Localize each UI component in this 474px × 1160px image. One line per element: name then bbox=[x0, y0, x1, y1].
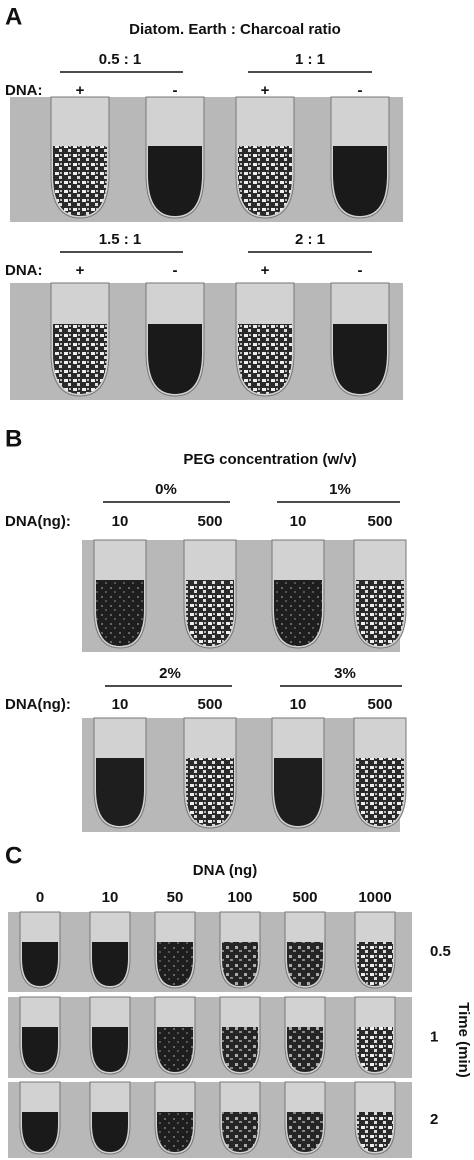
tube-contents bbox=[287, 942, 323, 986]
lane-label: - bbox=[358, 82, 363, 99]
tube-contents bbox=[356, 580, 404, 646]
lane-label: - bbox=[358, 262, 363, 279]
lane-label: 500 bbox=[197, 696, 222, 713]
row-label: DNA: bbox=[5, 262, 43, 279]
panel-label: C bbox=[5, 842, 22, 869]
time-label: 0.5 bbox=[430, 943, 451, 960]
tube-contents bbox=[186, 758, 234, 826]
tube-contents bbox=[22, 1027, 58, 1072]
panel-label: B bbox=[5, 425, 22, 452]
tube-contents bbox=[287, 1112, 323, 1152]
lane-label: + bbox=[261, 262, 270, 279]
lane-label: 10 bbox=[112, 696, 129, 713]
tube-contents bbox=[96, 580, 144, 646]
tube-contents bbox=[157, 942, 193, 986]
group-label: 0.5 : 1 bbox=[99, 51, 142, 68]
axis-label: Time (min) bbox=[455, 1002, 472, 1078]
tube-contents bbox=[357, 1027, 393, 1072]
group-label: 3% bbox=[334, 665, 356, 682]
tube-contents bbox=[92, 1112, 128, 1152]
tube-contents bbox=[287, 1027, 323, 1072]
lane-label: 500 bbox=[367, 513, 392, 530]
photo bbox=[8, 912, 412, 992]
group-label: 2% bbox=[159, 665, 181, 682]
group-label: 1 : 1 bbox=[295, 51, 325, 68]
lane-label: 10 bbox=[290, 696, 307, 713]
tube-contents bbox=[186, 580, 234, 646]
tube-contents bbox=[333, 324, 387, 394]
lane-label: 0 bbox=[36, 889, 44, 906]
lane-label: + bbox=[261, 82, 270, 99]
time-label: 2 bbox=[430, 1111, 438, 1128]
group-label: 1% bbox=[329, 481, 351, 498]
lane-label: 10 bbox=[112, 513, 129, 530]
group-label: 1.5 : 1 bbox=[99, 231, 142, 248]
lane-label: 50 bbox=[167, 889, 184, 906]
row-label: DNA: bbox=[5, 82, 43, 99]
lane-label: 500 bbox=[197, 513, 222, 530]
lane-label: + bbox=[76, 262, 85, 279]
panel-label: A bbox=[5, 3, 22, 30]
panel-title: PEG concentration (w/v) bbox=[183, 451, 356, 468]
tube-contents bbox=[148, 146, 202, 216]
row-label: DNA(ng): bbox=[5, 513, 71, 530]
lane-label: 100 bbox=[227, 889, 252, 906]
lane-label: 500 bbox=[367, 696, 392, 713]
tube-contents bbox=[53, 324, 107, 394]
photo bbox=[8, 1082, 412, 1158]
tube-contents bbox=[357, 942, 393, 986]
photo bbox=[8, 997, 412, 1078]
tube-contents bbox=[274, 758, 322, 826]
tube-contents bbox=[222, 1027, 258, 1072]
tube-contents bbox=[148, 324, 202, 394]
tube-contents bbox=[274, 580, 322, 646]
tube-contents bbox=[53, 146, 107, 216]
tube-contents bbox=[238, 324, 292, 394]
tube-contents bbox=[92, 1027, 128, 1072]
tube-contents bbox=[96, 758, 144, 826]
row-label: DNA(ng): bbox=[5, 696, 71, 713]
tube-contents bbox=[356, 758, 404, 826]
tube-contents bbox=[22, 1112, 58, 1152]
group-label: 2 : 1 bbox=[295, 231, 325, 248]
lane-label: 1000 bbox=[358, 889, 391, 906]
tube-contents bbox=[357, 1112, 393, 1152]
tube-contents bbox=[222, 942, 258, 986]
group-label: 0% bbox=[155, 481, 177, 498]
tube-contents bbox=[222, 1112, 258, 1152]
lane-label: - bbox=[173, 262, 178, 279]
lane-label: + bbox=[76, 82, 85, 99]
lane-label: 500 bbox=[292, 889, 317, 906]
tube-contents bbox=[238, 146, 292, 216]
lane-label: 10 bbox=[102, 889, 119, 906]
tube-contents bbox=[157, 1027, 193, 1072]
lane-label: - bbox=[173, 82, 178, 99]
panel-title: DNA (ng) bbox=[193, 862, 257, 879]
tube-contents bbox=[92, 942, 128, 986]
panel-title: Diatom. Earth : Charcoal ratio bbox=[129, 21, 341, 38]
tube-contents bbox=[22, 942, 58, 986]
time-label: 1 bbox=[430, 1028, 438, 1045]
tube-contents bbox=[333, 146, 387, 216]
tube-contents bbox=[157, 1112, 193, 1152]
lane-label: 10 bbox=[290, 513, 307, 530]
